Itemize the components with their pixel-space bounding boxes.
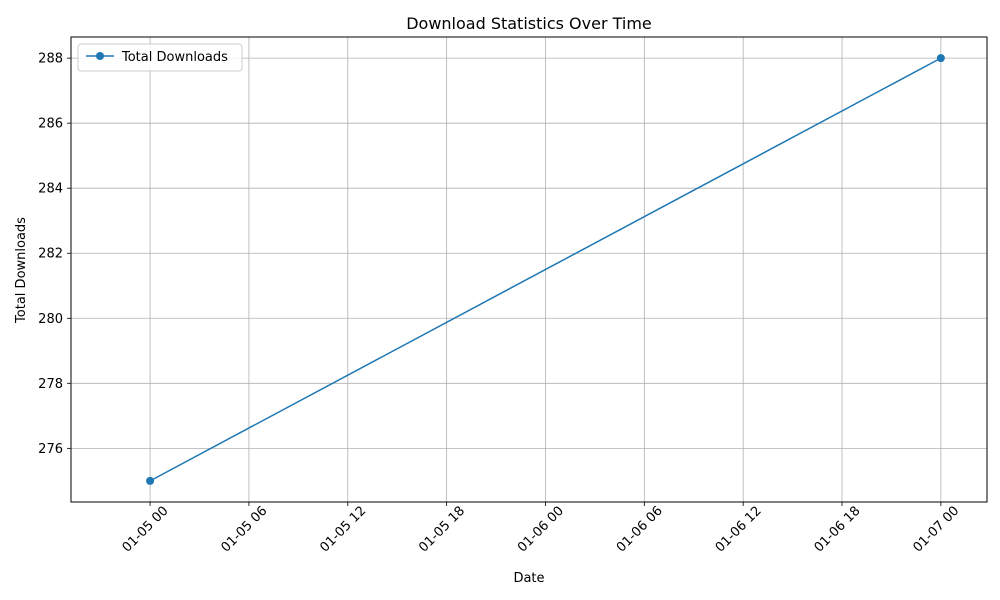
y-axis-ticks: 276 278 280 282 284 286 288 xyxy=(38,52,71,457)
y-tick-label: 286 xyxy=(38,117,63,132)
y-axis-label: Total Downloads xyxy=(14,217,29,324)
x-tick-label: 01-06 06 xyxy=(614,504,666,556)
series-line xyxy=(149,57,942,482)
y-tick-label: 276 xyxy=(38,442,63,457)
x-tick-label: 01-06 12 xyxy=(713,504,765,556)
legend-marker-sample xyxy=(96,52,104,60)
x-tick-label: 01-06 00 xyxy=(515,504,567,556)
x-tick-label: 01-07 00 xyxy=(910,504,962,556)
x-tick-label: 01-05 18 xyxy=(416,504,468,556)
x-tick-label: 01-05 00 xyxy=(120,504,172,556)
chart-title: Download Statistics Over Time xyxy=(406,14,652,33)
x-tick-label: 01-05 12 xyxy=(317,504,369,556)
legend: Total Downloads xyxy=(77,43,243,72)
y-tick-label: 288 xyxy=(38,52,63,67)
x-tick-label: 01-06 18 xyxy=(812,504,864,556)
legend-label-total-downloads: Total Downloads xyxy=(121,50,228,65)
data-point xyxy=(936,54,945,63)
data-point xyxy=(146,476,155,485)
y-tick-label: 284 xyxy=(38,182,63,197)
y-tick-label: 282 xyxy=(38,247,63,262)
legend-box xyxy=(77,43,243,72)
plot-area-frame xyxy=(70,36,988,503)
x-axis-label: Date xyxy=(513,571,544,586)
series-layer xyxy=(146,54,945,485)
y-tick-label: 280 xyxy=(38,312,63,327)
x-axis-ticks: 01-05 00 01-05 06 01-05 12 01-05 18 01-06 00… xyxy=(120,502,962,556)
x-tick-label: 01-05 06 xyxy=(218,504,270,556)
y-tick-label: 278 xyxy=(38,377,63,392)
grid-lines xyxy=(71,37,987,502)
